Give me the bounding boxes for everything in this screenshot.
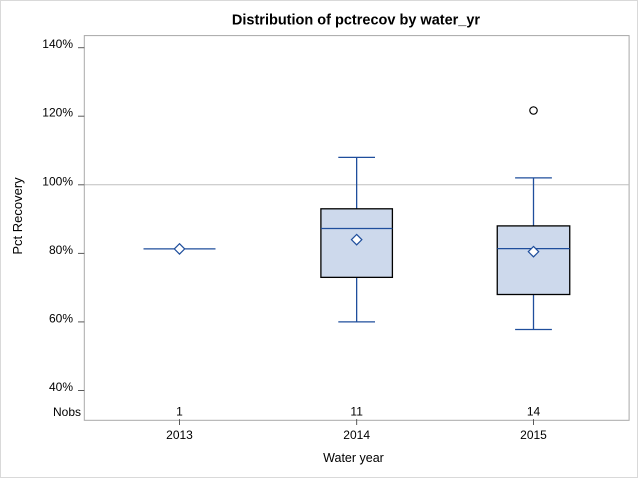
svg-text:Water year: Water year [323,451,384,465]
svg-text:1: 1 [176,405,183,419]
svg-text:Nobs: Nobs [53,405,81,419]
svg-text:80%: 80% [49,243,73,257]
svg-text:2014: 2014 [343,428,370,442]
svg-text:Pct Recovery: Pct Recovery [10,177,25,255]
svg-text:2013: 2013 [166,428,193,442]
svg-text:60%: 60% [49,311,73,325]
svg-text:40%: 40% [49,380,73,394]
svg-text:140%: 140% [42,37,73,51]
svg-text:2015: 2015 [520,428,547,442]
svg-text:11: 11 [350,405,363,419]
svg-text:14: 14 [527,405,541,419]
svg-text:120%: 120% [42,106,73,120]
svg-text:100%: 100% [42,174,73,188]
svg-text:Distribution of pctrecov by wa: Distribution of pctrecov by water_yr [232,13,481,29]
